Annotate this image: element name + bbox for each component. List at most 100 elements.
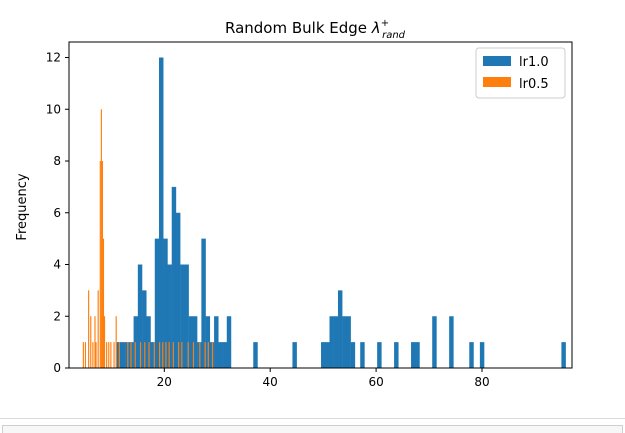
bar-lr1-0-12 xyxy=(167,264,172,368)
x-axis: 20 40 60 80 xyxy=(157,368,490,389)
next-notebook-cell[interactable] xyxy=(2,425,623,433)
bar-lr0-5-20 xyxy=(130,342,132,368)
bar-lr0-5-34 xyxy=(192,342,195,368)
bar-lr1-0-15 xyxy=(180,264,185,368)
bar-lr0-5-7 xyxy=(97,290,99,368)
x-tick-label-20: 20 xyxy=(157,375,172,389)
bar-lr0-5-10 xyxy=(101,161,103,368)
x-tick-label-80: 80 xyxy=(474,375,489,389)
bar-lr0-5-17 xyxy=(115,316,117,368)
bar-lr1-0-40 xyxy=(411,342,416,368)
legend-swatch-lr0-5 xyxy=(483,77,511,87)
bar-lr1-0-32 xyxy=(333,316,339,368)
bar-lr1-0-11 xyxy=(163,238,168,368)
legend: lr1.0 lr0.5 xyxy=(475,47,566,99)
bars-layer xyxy=(82,57,566,369)
bar-lr1-0-30 xyxy=(325,342,330,368)
bar-lr1-0-28 xyxy=(292,342,297,368)
legend-label-lr1-0: lr1.0 xyxy=(519,55,549,70)
bar-lr0-5-4 xyxy=(92,342,94,368)
y-axis: 0 2 4 6 8 10 12 xyxy=(46,51,69,375)
bar-lr0-5-31 xyxy=(178,342,180,368)
bar-lr1-0-7 xyxy=(146,316,151,368)
bar-lr0-5-3 xyxy=(90,316,92,368)
bar-lr1-0-44 xyxy=(469,342,474,368)
bar-lr0-5-22 xyxy=(139,342,142,368)
y-tick-label-0: 0 xyxy=(53,361,61,375)
bar-lr0-5-28 xyxy=(165,342,167,368)
bar-lr1-0-3 xyxy=(129,342,134,368)
bar-lr1-0-13 xyxy=(171,186,177,368)
x-tick-label-40: 40 xyxy=(263,375,278,389)
bar-lr0-5-2 xyxy=(88,290,90,368)
bar-lr0-5-19 xyxy=(127,342,129,368)
histogram-chart: Random Bulk Edge λ+ rand Frequency 20 40 60… xyxy=(15,18,573,389)
bar-lr0-5-38 xyxy=(211,342,214,368)
bar-lr1-0-35 xyxy=(346,316,351,368)
bar-lr0-5-0 xyxy=(82,342,84,368)
bar-lr0-5-36 xyxy=(204,342,206,368)
bar-lr1-0-21 xyxy=(205,316,211,368)
bar-lr1-0-1 xyxy=(120,342,126,368)
bar-lr1-0-5 xyxy=(137,264,143,368)
bar-lr1-0-24 xyxy=(218,342,223,368)
bar-lr0-5-25 xyxy=(153,342,155,368)
bar-lr1-0-46 xyxy=(561,342,566,368)
bar-lr0-5-33 xyxy=(187,342,189,368)
bar-lr1-0-36 xyxy=(350,342,356,368)
bar-lr0-5-23 xyxy=(144,342,146,368)
bar-lr0-5-8 xyxy=(99,161,101,368)
bar-lr0-5-14 xyxy=(108,342,110,368)
bar-lr1-0-23 xyxy=(214,316,219,368)
bar-lr0-5-13 xyxy=(106,342,108,368)
bar-lr1-0-26 xyxy=(226,316,232,368)
cell-divider xyxy=(0,418,625,419)
bar-lr0-5-30 xyxy=(172,342,174,368)
bar-lr1-0-16 xyxy=(184,264,189,368)
bar-lr1-0-37 xyxy=(360,342,365,368)
bar-lr1-0-8 xyxy=(150,342,155,368)
x-tick-label-60: 60 xyxy=(368,375,383,389)
bar-lr0-5-26 xyxy=(159,342,161,368)
bar-lr1-0-10 xyxy=(159,57,164,369)
bar-lr1-0-39 xyxy=(394,342,399,368)
bar-lr0-5-35 xyxy=(199,342,201,368)
y-axis-label: Frequency xyxy=(15,173,30,240)
bar-lr1-0-6 xyxy=(142,290,147,368)
bar-lr1-0-38 xyxy=(377,342,382,368)
bar-lr1-0-33 xyxy=(337,290,343,368)
series-lr0-5 xyxy=(82,109,214,369)
bar-lr1-0-9 xyxy=(154,238,160,368)
bar-lr1-0-18 xyxy=(192,316,198,368)
plot-frame xyxy=(68,41,573,369)
bar-lr1-0-20 xyxy=(201,238,206,368)
legend-label-lr0-5: lr0.5 xyxy=(519,77,549,92)
bar-lr0-5-5 xyxy=(94,316,96,368)
bar-lr1-0-17 xyxy=(188,316,194,368)
bar-lr1-0-31 xyxy=(329,316,334,368)
series-lr1-0 xyxy=(116,57,566,369)
bar-lr1-0-34 xyxy=(342,316,347,368)
bar-lr0-5-32 xyxy=(181,342,183,368)
bar-lr1-0-42 xyxy=(432,316,437,368)
bar-lr1-0-25 xyxy=(222,342,227,368)
bar-lr0-5-16 xyxy=(113,342,115,368)
chart-title: Random Bulk Edge λ+ rand xyxy=(225,18,406,41)
bar-lr1-0-41 xyxy=(415,342,420,368)
bar-lr1-0-27 xyxy=(253,342,258,368)
bar-lr1-0-29 xyxy=(321,342,326,368)
y-tick-label-12: 12 xyxy=(46,51,61,65)
y-tick-label-4: 4 xyxy=(53,258,61,272)
bar-lr1-0-14 xyxy=(175,212,181,368)
bar-lr0-5-37 xyxy=(207,342,209,368)
bar-lr0-5-29 xyxy=(168,342,170,368)
y-tick-label-8: 8 xyxy=(53,154,61,168)
bar-lr0-5-18 xyxy=(118,342,120,368)
bar-lr0-5-1 xyxy=(84,342,87,368)
bar-lr0-5-27 xyxy=(162,342,164,368)
bar-lr1-0-4 xyxy=(133,316,139,368)
bar-lr1-0-45 xyxy=(479,342,485,368)
bar-lr0-5-12 xyxy=(103,316,106,368)
y-tick-label-2: 2 xyxy=(53,309,61,323)
y-tick-label-6: 6 xyxy=(53,206,61,220)
